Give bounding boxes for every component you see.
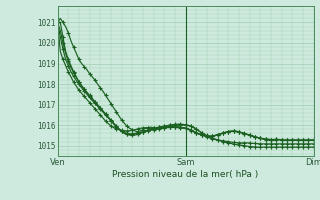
- X-axis label: Pression niveau de la mer( hPa ): Pression niveau de la mer( hPa ): [112, 170, 259, 179]
